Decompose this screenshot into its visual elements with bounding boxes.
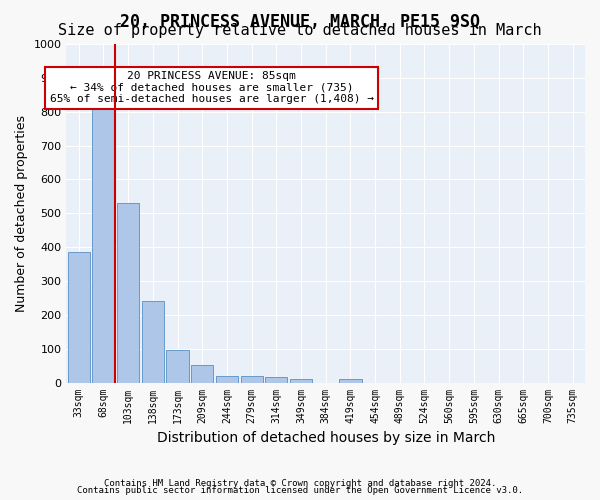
- Bar: [290, 379, 312, 382]
- Bar: [117, 203, 139, 382]
- Text: Contains HM Land Registry data © Crown copyright and database right 2024.: Contains HM Land Registry data © Crown c…: [104, 478, 496, 488]
- Y-axis label: Number of detached properties: Number of detached properties: [15, 115, 28, 312]
- Bar: [339, 379, 362, 382]
- Bar: [68, 252, 90, 382]
- Bar: [142, 302, 164, 382]
- Bar: [191, 365, 214, 382]
- Bar: [265, 378, 287, 382]
- Bar: [216, 376, 238, 382]
- Text: Contains public sector information licensed under the Open Government Licence v3: Contains public sector information licen…: [77, 486, 523, 495]
- Bar: [92, 100, 115, 382]
- X-axis label: Distribution of detached houses by size in March: Distribution of detached houses by size …: [157, 431, 495, 445]
- Bar: [166, 350, 188, 382]
- Text: 20 PRINCESS AVENUE: 85sqm
← 34% of detached houses are smaller (735)
65% of semi: 20 PRINCESS AVENUE: 85sqm ← 34% of detac…: [50, 71, 374, 104]
- Bar: [241, 376, 263, 382]
- Text: Size of property relative to detached houses in March: Size of property relative to detached ho…: [58, 22, 542, 38]
- Text: 20, PRINCESS AVENUE, MARCH, PE15 9SQ: 20, PRINCESS AVENUE, MARCH, PE15 9SQ: [120, 12, 480, 30]
